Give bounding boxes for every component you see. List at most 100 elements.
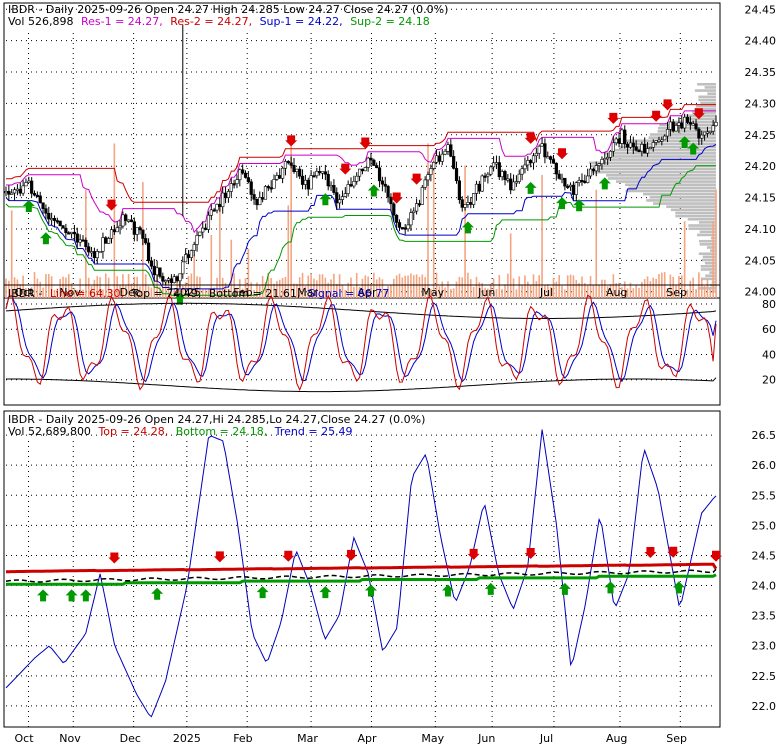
volume-bar	[564, 289, 566, 298]
sup1-line	[5, 144, 717, 290]
volume-profile-bar	[698, 252, 716, 256]
trend-sell-arrow	[282, 550, 295, 562]
price-candles	[4, 25, 718, 289]
volume-profile-bar	[675, 211, 716, 215]
volume-bar	[632, 288, 635, 298]
trend-tick-label: 22.0	[752, 700, 777, 713]
volume-bar	[79, 278, 81, 298]
candle-body	[158, 267, 162, 277]
volume-bar	[415, 274, 418, 298]
volume-bar	[584, 283, 586, 298]
price-tick-label: 24.45	[745, 3, 777, 16]
res1-line	[6, 110, 716, 234]
volume-bar	[67, 274, 70, 298]
volume-profile-bar	[628, 186, 716, 190]
sup1-text: Sup-1 = 24.22,	[260, 15, 343, 28]
candle-body	[4, 190, 8, 194]
volume-bar	[221, 277, 224, 298]
volume-bar	[162, 287, 164, 298]
volume-bar	[96, 276, 99, 298]
candle-body	[289, 162, 293, 166]
candle-body	[92, 251, 96, 259]
volume-bar	[521, 285, 523, 298]
candle-body	[155, 267, 159, 276]
candle-body	[232, 183, 236, 186]
volume-profile-bar	[697, 82, 716, 86]
sell-arrow	[410, 173, 423, 185]
candle-body	[98, 250, 102, 254]
volume-profile-bar	[694, 89, 716, 92]
candle-body	[432, 161, 436, 169]
candle-body	[406, 224, 410, 230]
volume-bar	[638, 287, 640, 298]
candle-body	[252, 194, 256, 200]
volume-bar	[618, 282, 620, 298]
candle-body	[566, 185, 570, 188]
candle-body	[278, 175, 282, 179]
candle-body	[320, 171, 325, 174]
volume-profile-bar	[589, 161, 716, 165]
volume-bar	[313, 278, 315, 298]
oscillator-panel: 80 60 40 20 IBDR - Line = 64.30, Top = 74.4…	[3, 284, 776, 406]
volume-bar	[410, 273, 412, 298]
candle-body	[454, 168, 459, 182]
candle-body	[24, 182, 28, 187]
volume-profile-bar	[606, 174, 716, 177]
volume-bar	[73, 287, 76, 298]
volume-bar	[421, 274, 424, 298]
candle-body	[283, 161, 288, 169]
volume-bar	[207, 288, 210, 298]
volume-bar	[110, 289, 113, 298]
volume-bar	[575, 279, 578, 298]
candle-body	[546, 156, 550, 159]
candle-body	[497, 162, 501, 178]
trend-tick-label: 24.5	[752, 549, 777, 562]
candle-body	[483, 175, 487, 178]
candle-body	[124, 214, 128, 221]
trend-sell-arrow	[467, 548, 480, 560]
trend-tick-label: 24.0	[752, 580, 777, 593]
trend-sell-arrow	[667, 546, 680, 558]
candle-body	[668, 121, 672, 130]
candle-body	[540, 143, 544, 147]
volume-bar	[501, 289, 503, 298]
candle-body	[206, 214, 211, 230]
volume-bar	[45, 274, 47, 298]
candle-body	[72, 231, 77, 235]
volume-bar	[150, 287, 153, 298]
volume-bar	[30, 287, 33, 298]
oscillator-line-text: Line = 64.30,	[50, 287, 124, 300]
candle-body	[166, 278, 171, 281]
sell-arrow	[359, 137, 372, 149]
volume-bar	[241, 288, 244, 298]
volume-bar	[675, 285, 677, 298]
trend-tick-label: 26.0	[752, 459, 777, 472]
candle-body	[338, 199, 342, 204]
volume-bar	[498, 274, 501, 298]
volume-profile-bar	[692, 111, 716, 114]
price-tick-label: 24.35	[745, 66, 777, 79]
oscillator-tick-label: 80	[762, 298, 776, 311]
price-tick-label: 24.05	[745, 254, 777, 267]
volume-profile-bar	[649, 133, 716, 136]
volume-profile-bar	[648, 136, 716, 139]
candle-body	[580, 180, 584, 183]
candle-body	[645, 148, 650, 154]
volume-profile-bar	[615, 180, 716, 183]
volume-bar	[527, 281, 529, 298]
volume-bar	[589, 276, 592, 298]
trend-sell-arrow	[644, 547, 657, 559]
buy-arrow	[556, 197, 569, 210]
candle-body	[352, 181, 356, 187]
buy-arrow	[678, 136, 691, 149]
volume-bar	[47, 274, 50, 298]
volume-bar	[278, 279, 281, 298]
volume-bar	[569, 274, 572, 298]
candle-body	[335, 192, 339, 204]
volume-bar	[586, 285, 589, 298]
candle-body	[474, 183, 479, 194]
trend-top-band	[6, 562, 718, 574]
candle-body	[360, 168, 365, 172]
candle-body	[218, 203, 222, 208]
candle-body	[269, 187, 273, 190]
